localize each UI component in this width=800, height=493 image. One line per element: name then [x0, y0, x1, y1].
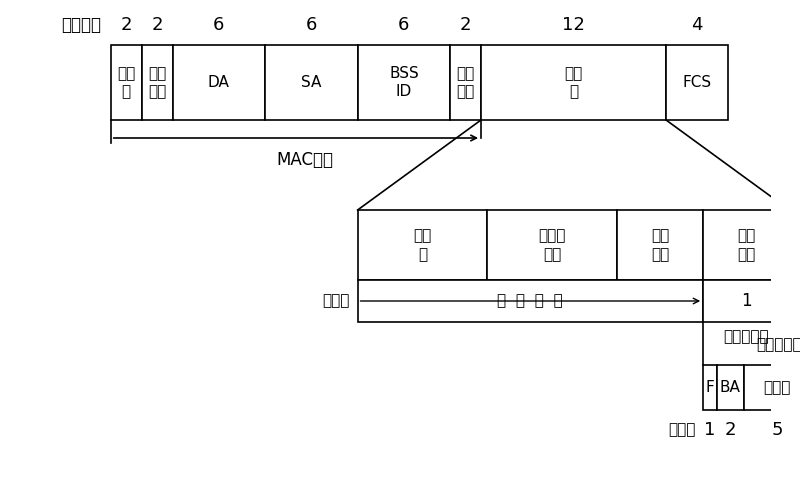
- Bar: [450, 45, 481, 120]
- Bar: [265, 45, 358, 120]
- Text: 2: 2: [724, 421, 736, 439]
- Text: 6: 6: [213, 16, 225, 34]
- Text: MAC头部: MAC头部: [276, 151, 334, 169]
- Text: 1: 1: [704, 421, 715, 439]
- Text: 域字节数: 域字节数: [62, 16, 102, 34]
- Text: 比特数: 比特数: [668, 423, 695, 437]
- Text: 5: 5: [771, 421, 783, 439]
- Text: 6: 6: [398, 16, 410, 34]
- Text: 2: 2: [151, 16, 163, 34]
- Text: F: F: [706, 380, 714, 395]
- Bar: [358, 210, 487, 280]
- Bar: [703, 280, 790, 322]
- Text: DA: DA: [208, 75, 230, 90]
- Text: 分段
信息: 分段 信息: [737, 228, 755, 262]
- Text: FCS: FCS: [682, 75, 711, 90]
- Bar: [487, 210, 617, 280]
- Text: 12: 12: [562, 16, 585, 34]
- Text: 帧控
制: 帧控 制: [117, 66, 135, 99]
- Bar: [173, 45, 265, 120]
- Text: 冗余位: 冗余位: [764, 380, 791, 395]
- Text: 时间
戳: 时间 戳: [414, 228, 431, 262]
- Text: 原  始  长  度: 原 始 长 度: [498, 293, 563, 309]
- Text: 4: 4: [691, 16, 702, 34]
- Text: 新增加字节: 新增加字节: [723, 329, 769, 345]
- Bar: [142, 45, 173, 120]
- Bar: [717, 365, 743, 410]
- Text: 信标帧
间隔: 信标帧 间隔: [538, 228, 566, 262]
- Text: 2: 2: [121, 16, 132, 34]
- Bar: [666, 45, 728, 120]
- Text: 字节数: 字节数: [322, 293, 350, 309]
- Bar: [703, 210, 790, 280]
- Text: 1: 1: [741, 292, 751, 310]
- Bar: [358, 45, 450, 120]
- Bar: [481, 45, 666, 120]
- Bar: [111, 45, 142, 120]
- Text: 顺序
控制: 顺序 控制: [457, 66, 474, 99]
- Bar: [703, 365, 717, 410]
- Text: SA: SA: [301, 75, 322, 90]
- Text: 帧实
体: 帧实 体: [565, 66, 582, 99]
- Text: BA: BA: [720, 380, 741, 395]
- Text: BSS
ID: BSS ID: [389, 66, 418, 99]
- Text: 6: 6: [306, 16, 317, 34]
- Bar: [617, 210, 703, 280]
- Bar: [358, 280, 703, 322]
- Text: 支持
速率: 支持 速率: [650, 228, 669, 262]
- Text: 2: 2: [460, 16, 471, 34]
- Bar: [743, 365, 800, 410]
- Text: 持续
时间: 持续 时间: [148, 66, 166, 99]
- Text: 新增加字节: 新增加字节: [756, 337, 800, 352]
